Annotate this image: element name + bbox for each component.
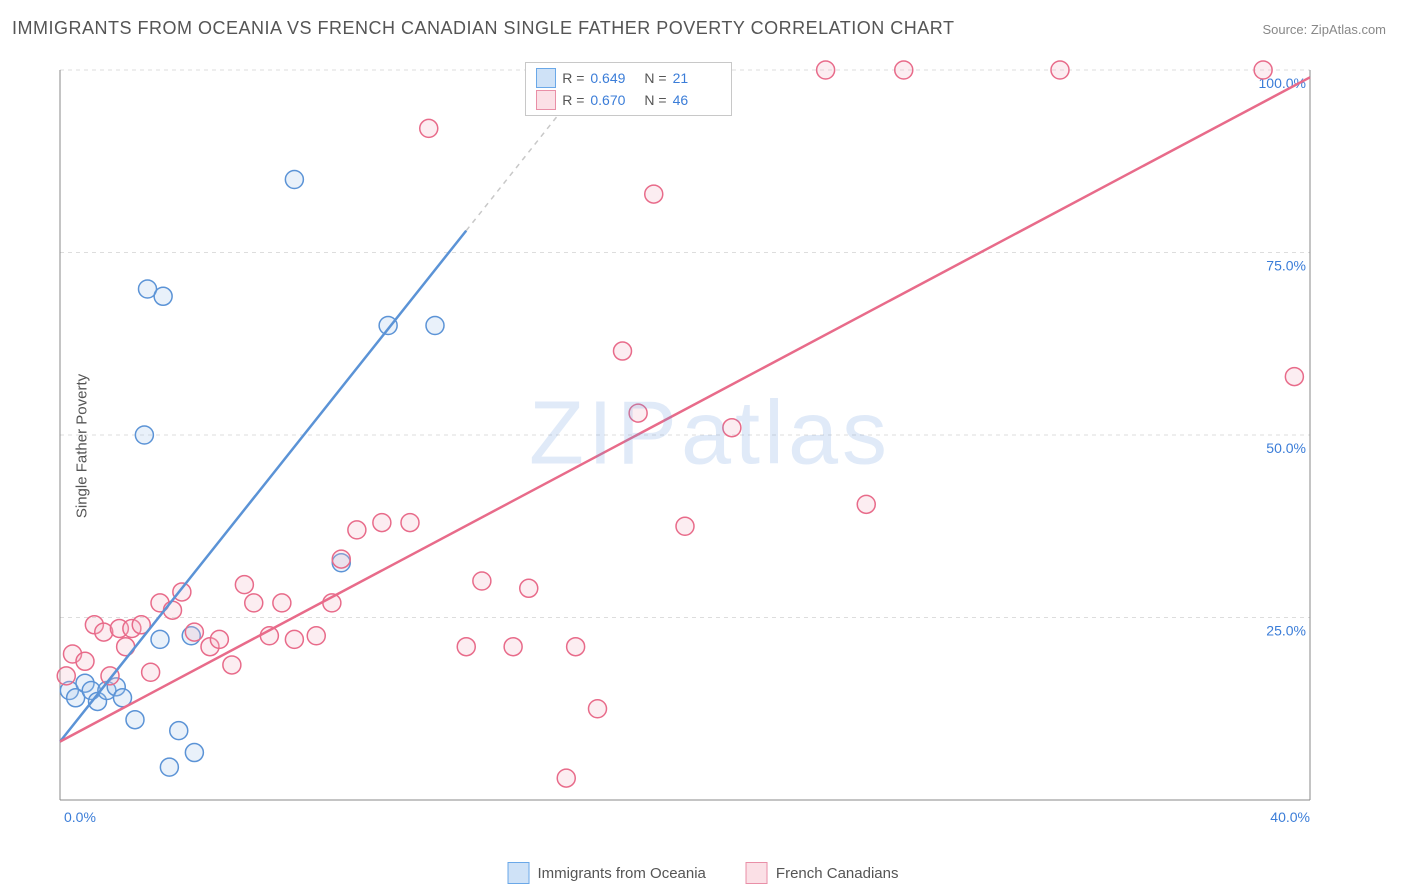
chart-svg: 25.0%50.0%75.0%100.0%0.0%40.0%: [50, 60, 1370, 840]
legend-stats-row: R = 0.670 N = 46: [536, 89, 720, 111]
n-label: N =: [644, 70, 666, 86]
svg-text:50.0%: 50.0%: [1266, 440, 1306, 456]
n-value: 21: [673, 70, 721, 86]
legend-series-item: Immigrants from Oceania: [508, 862, 706, 884]
svg-text:25.0%: 25.0%: [1266, 623, 1306, 639]
svg-text:0.0%: 0.0%: [64, 809, 96, 825]
svg-text:75.0%: 75.0%: [1266, 258, 1306, 274]
n-label: N =: [644, 92, 666, 108]
plot-area: 25.0%50.0%75.0%100.0%0.0%40.0% ZIPatlas …: [50, 60, 1370, 840]
legend-bottom: Immigrants from Oceania French Canadians: [508, 862, 899, 884]
legend-series-label: French Canadians: [776, 865, 899, 882]
chart-container: IMMIGRANTS FROM OCEANIA VS FRENCH CANADI…: [0, 0, 1406, 892]
legend-series-item: French Canadians: [746, 862, 899, 884]
pink-swatch-icon: [536, 90, 556, 110]
legend-series-label: Immigrants from Oceania: [538, 865, 706, 882]
legend-stats-box: R = 0.649 N = 21 R = 0.670 N = 46: [525, 62, 731, 116]
pink-swatch-icon: [746, 862, 768, 884]
r-value: 0.670: [590, 92, 638, 108]
blue-swatch-icon: [536, 68, 556, 88]
n-value: 46: [673, 92, 721, 108]
legend-stats-row: R = 0.649 N = 21: [536, 67, 720, 89]
source-label: Source: ZipAtlas.com: [1262, 22, 1386, 37]
blue-swatch-icon: [508, 862, 530, 884]
r-label: R =: [562, 70, 584, 86]
r-value: 0.649: [590, 70, 638, 86]
svg-text:40.0%: 40.0%: [1270, 809, 1310, 825]
r-label: R =: [562, 92, 584, 108]
chart-title: IMMIGRANTS FROM OCEANIA VS FRENCH CANADI…: [12, 18, 954, 39]
